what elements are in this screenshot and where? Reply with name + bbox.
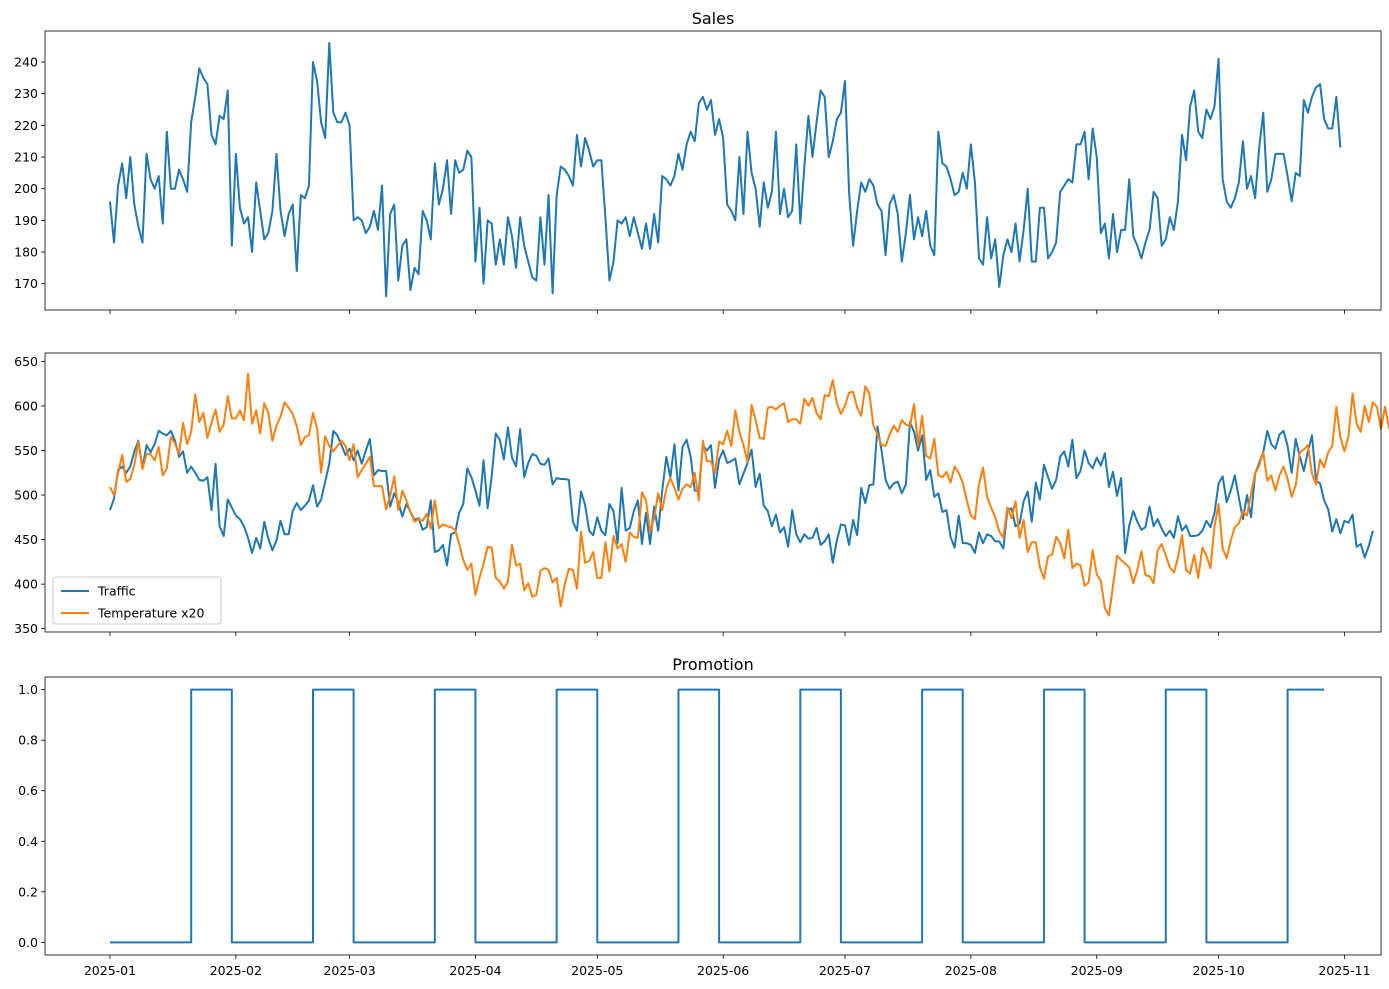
x-tick-label: 2025-09 (1071, 963, 1123, 978)
y-tick-label: 550 (14, 443, 38, 458)
chart-title: Promotion (672, 655, 753, 674)
x-tick-label: 2025-10 (1192, 963, 1244, 978)
x-tick-label: 2025-05 (571, 963, 623, 978)
y-tick-label: 170 (14, 276, 38, 291)
y-tick-label: 0.4 (18, 834, 38, 849)
x-tick-label: 2025-02 (210, 963, 262, 978)
y-tick-label: 450 (14, 532, 38, 547)
y-tick-label: 400 (14, 577, 38, 592)
series-line (109, 688, 1325, 944)
traffic-line (109, 420, 1374, 567)
legend-label: Temperature x20 (97, 606, 205, 621)
temperature-x20-line (109, 372, 1389, 617)
legend-label: Traffic (97, 584, 136, 599)
x-tick-label: 2025-06 (697, 963, 749, 978)
y-tick-label: 650 (14, 354, 38, 369)
y-tick-label: 190 (14, 213, 38, 228)
y-tick-label: 200 (14, 181, 38, 196)
traffic-temperature-panel: 350 400 450 500 550 600 650 Traffic Temperature … (14, 352, 1389, 636)
x-tick-label: 2025-04 (449, 963, 501, 978)
axes-frame (44, 352, 1382, 633)
y-tick-label: 0.0 (18, 935, 38, 950)
x-tick-label: 2025-07 (819, 963, 871, 978)
y-tick-label: 0.6 (18, 783, 38, 798)
y-tick-label: 0.2 (18, 884, 38, 899)
series-line (108, 42, 1342, 298)
x-tick-label: 2025-08 (945, 963, 997, 978)
chart-title: Sales (692, 9, 735, 28)
promotion-panel: 0.0 0.2 0.4 0.6 0.8 1.0 2025-01 2025-02 2025-03 2… (18, 655, 1382, 978)
axes-frame (44, 676, 1382, 956)
y-tick-label: 1.0 (18, 682, 38, 697)
x-tick-label: 2025-01 (84, 963, 136, 978)
sales-panel: 170 180 190 200 210 220 230 240 Sales (14, 9, 1382, 314)
legend-box (52, 576, 222, 625)
y-tick-label: 210 (14, 150, 38, 165)
y-tick-label: 180 (14, 245, 38, 260)
y-tick-label: 350 (14, 621, 38, 636)
y-tick-label: 600 (14, 398, 38, 413)
y-tick-label: 230 (14, 86, 38, 101)
y-tick-label: 240 (14, 55, 38, 70)
x-tick-label: 2025-03 (323, 963, 375, 978)
x-tick-label: 2025-11 (1318, 963, 1370, 978)
axes-frame (44, 30, 1382, 311)
y-tick-label: 0.8 (18, 733, 38, 748)
y-tick-label: 220 (14, 118, 38, 133)
y-tick-label: 500 (14, 488, 38, 503)
